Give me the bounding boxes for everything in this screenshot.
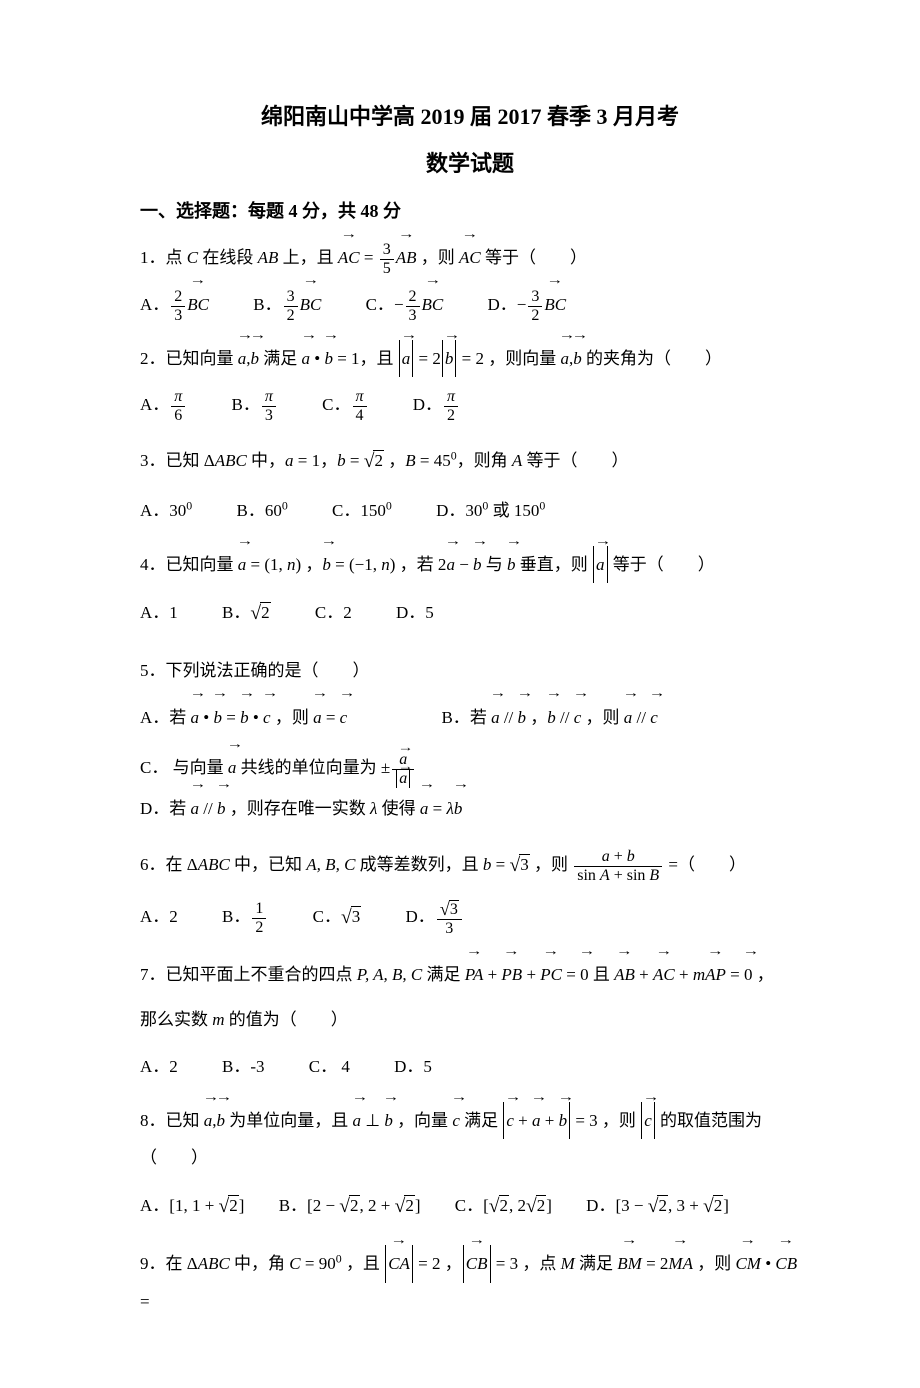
question-5: 5．下列说法正确的是（ ） xyxy=(140,652,800,689)
question-7: 7．已知平面上不重合的四点 P, A, B, C 满足 PA + PB + PC… xyxy=(140,956,800,993)
question-9: 9．在 ΔABC 中，角 C = 900 ，且 CA = 2 ，CB = 3 ，… xyxy=(140,1245,800,1320)
question-6-options: A．2 B．12 C．√3 D．√33 xyxy=(140,895,800,942)
question-3: 3．已知 ΔABC 中，a = 1，b = √2 ，B = 450，则角 A 等… xyxy=(140,440,800,483)
question-7-options: A．2 B．-3 C． 4 D．5 xyxy=(140,1047,800,1088)
question-8: 8．已知 a,b 为单位向量，且 a ⊥ b ，向量 c 满足 c + a + … xyxy=(140,1102,800,1177)
question-3-options: A．300 B．600 C．1500 D．300 或 1500 xyxy=(140,491,800,532)
question-7-line2: 那么实数 m 的值为（ ） xyxy=(140,1001,800,1038)
question-4-options: A．1 B．√2 C．2 D．5 xyxy=(140,591,800,638)
question-6: 6．在 ΔABC 中，已知 A, B, C 成等差数列，且 b = √3 ，则 … xyxy=(140,844,800,887)
q1-num: 1． xyxy=(140,248,166,267)
question-4: 4．已知向量 a = (1, n) ，b = (−1, n) ，若 2a − b… xyxy=(140,546,800,583)
exam-subtitle: 数学试题 xyxy=(140,147,800,180)
question-1-options: A．23BC B．32BC C．−23BC D．−32BC xyxy=(140,285,800,326)
question-5-options-cd: C． 与向量 a 共线的单位向量为 ±aa D．若 a // b ，则存在唯一实… xyxy=(140,748,800,830)
section-1-header: 一、选择题：每题 4 分，共 48 分 xyxy=(140,198,800,225)
question-1: 1．点 C 在线段 AB 上，且 AC = 35AB ，则 AC 等于（ ） xyxy=(140,239,800,277)
question-5-options-ab: A．若 a • b = b • c ，则 a = c B．若 a // b ，b… xyxy=(140,698,800,739)
question-2-options: A．π6 B．π3 C．π4 D．π2 xyxy=(140,385,800,426)
question-8-options: A．[1, 1 + √2] B．[2 − √2, 2 + √2] C．[√2, … xyxy=(140,1184,800,1231)
exam-title: 绵阳南山中学高 2019 届 2017 春季 3 月月考 xyxy=(140,100,800,133)
question-2: 2．已知向量 a,b 满足 a • b = 1，且 a = 2b = 2 ，则向… xyxy=(140,340,800,377)
